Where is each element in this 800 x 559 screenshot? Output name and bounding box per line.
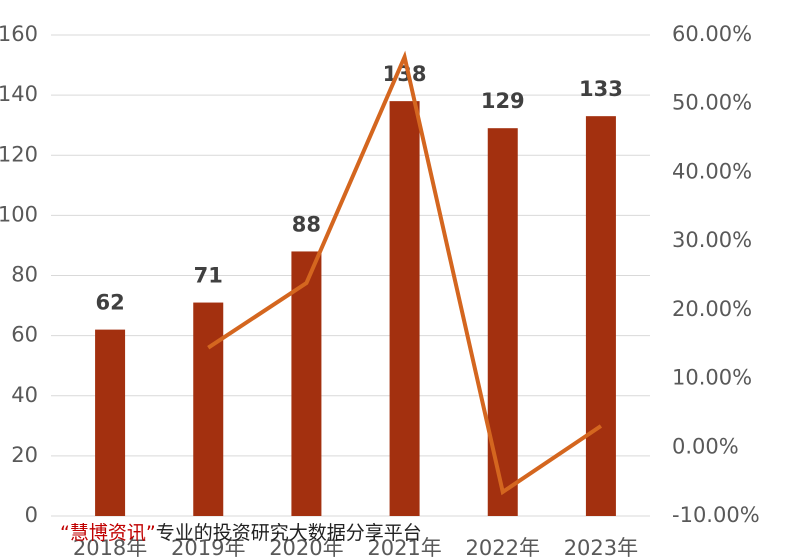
line [207, 50, 603, 496]
data-label: 62 [95, 291, 124, 315]
y2-tick-label: 0.00% [672, 434, 739, 458]
x-tick-label: 2022年 [466, 536, 540, 559]
bar [585, 116, 616, 516]
x-tick-label: 2023年 [564, 536, 638, 559]
bar [487, 128, 518, 516]
y-tick-label: 120 [0, 142, 38, 166]
data-label: 129 [481, 89, 525, 113]
y-tick-label: 140 [0, 82, 38, 106]
data-label: 88 [292, 212, 321, 236]
y2-tick-label: 20.00% [672, 297, 752, 321]
y2-tick-label: 10.00% [672, 366, 752, 390]
y-tick-label: 0 [25, 503, 38, 527]
y-tick-label: 20 [11, 443, 38, 467]
y-tick-label: 100 [0, 202, 38, 226]
y-tick-label: 60 [11, 323, 38, 347]
x-tick-label: 2020年 [269, 536, 343, 559]
bar [389, 101, 420, 516]
y2-tick-label: 30.00% [672, 228, 752, 252]
data-label: 133 [579, 77, 623, 101]
bar [193, 302, 224, 516]
y-tick-label: 80 [11, 263, 38, 287]
y-tick-label: 160 [0, 22, 38, 46]
x-tick-label: 2018年 [73, 536, 147, 559]
y2-tick-label: 40.00% [672, 159, 752, 183]
bar [291, 251, 322, 516]
watermark-text: 专业的投资研究大数据分享平台 [156, 522, 422, 544]
watermark-brand: “慧博资讯” [60, 522, 156, 544]
x-tick-label: 2019年 [171, 536, 245, 559]
data-label: 138 [383, 62, 427, 86]
y2-tick-label: -10.00% [672, 503, 760, 527]
y2-tick-label: 60.00% [672, 22, 752, 46]
y-tick-label: 40 [11, 383, 38, 407]
y2-tick-label: 50.00% [672, 91, 752, 115]
watermark: “慧博资讯”专业的投资研究大数据分享平台 [60, 522, 422, 544]
bar [95, 329, 126, 516]
x-tick-label: 2021年 [367, 536, 441, 559]
data-label: 71 [194, 264, 223, 288]
